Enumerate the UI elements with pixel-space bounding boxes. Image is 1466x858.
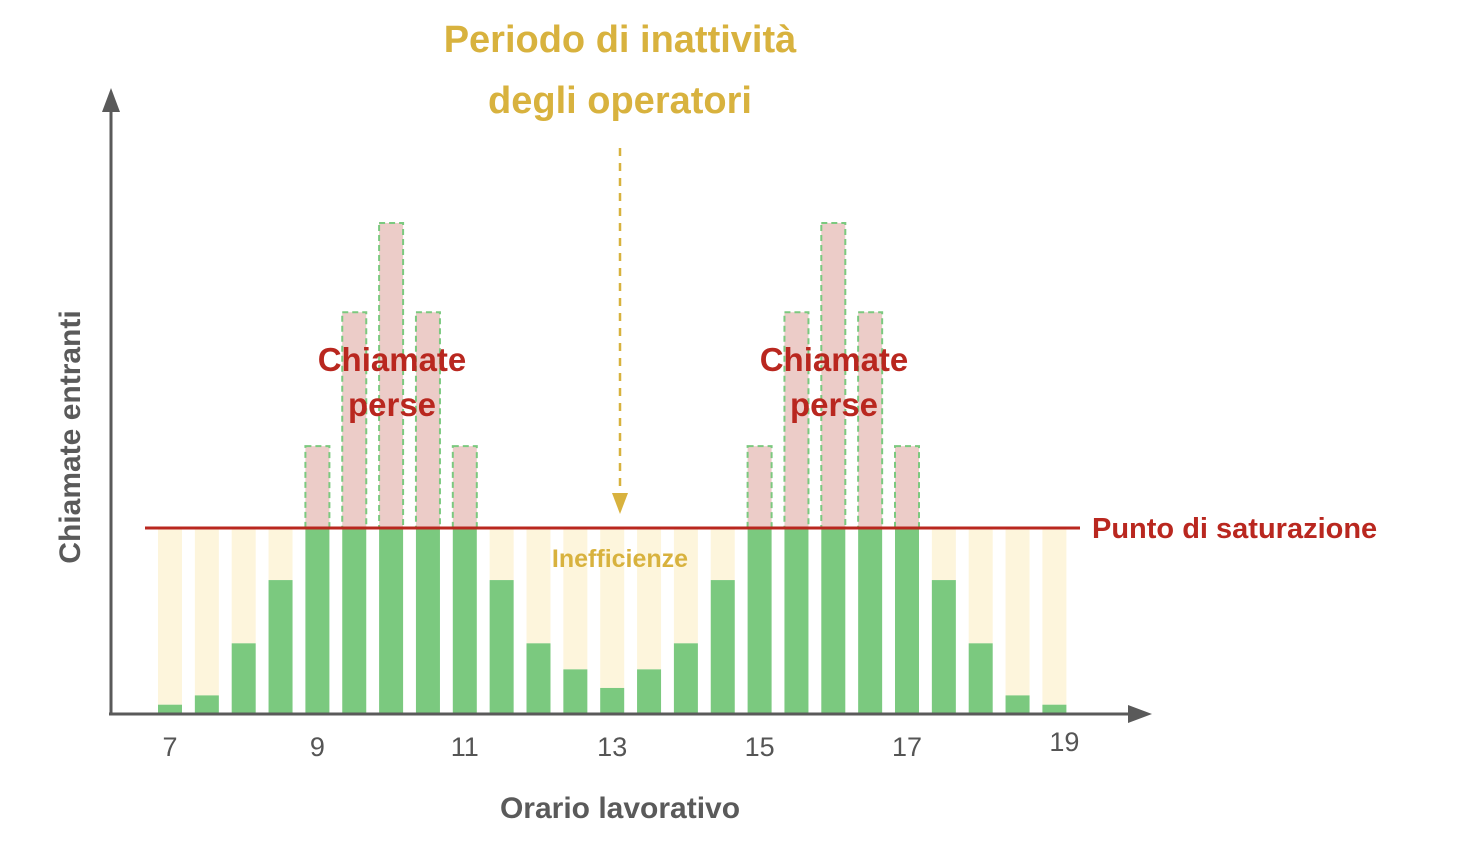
handled-calls-bar — [563, 669, 588, 714]
handled-calls-bar — [452, 528, 477, 714]
idle-capacity-bar — [526, 528, 551, 644]
x-tick-label: 9 — [310, 732, 325, 762]
lost-calls-label-morning-line-1: Chiamate — [318, 341, 467, 378]
y-axis-arrow — [102, 88, 120, 112]
lost-calls-bar — [857, 311, 884, 529]
title-line-1: Periodo di inattività — [444, 19, 797, 61]
x-tick-labels: 7 9 11 13 15 17 19 — [162, 727, 1079, 762]
handled-calls-bar — [415, 528, 440, 714]
x-tick-label: 13 — [597, 732, 627, 762]
idle-capacity-bar — [1005, 528, 1030, 696]
idle-capacity-bar — [710, 528, 735, 581]
lost-calls-label-morning-line-2: perse — [348, 386, 436, 423]
idle-capacity-bar — [158, 528, 182, 705]
handled-calls-bar — [342, 528, 367, 714]
lost-calls-bar — [783, 311, 810, 529]
handled-calls-bar — [784, 528, 809, 714]
handled-calls-bar — [747, 528, 772, 714]
handled-calls-bar — [968, 643, 993, 714]
x-tick-label: 11 — [451, 732, 479, 762]
lost-calls-label-afternoon-line-1: Chiamate — [760, 341, 909, 378]
handled-calls-bar — [895, 528, 919, 714]
handled-calls-bar — [637, 669, 662, 714]
inefficiency-label: Inefficienze — [552, 545, 688, 573]
handled-calls-bar — [1005, 695, 1030, 714]
x-tick-label: 17 — [892, 732, 922, 762]
idle-period-arrowhead — [612, 493, 628, 514]
lost-calls-bar — [820, 221, 847, 530]
saturation-label: Punto di saturazione — [1092, 513, 1377, 545]
handled-calls-bar — [158, 704, 182, 714]
handled-calls-bar — [489, 580, 514, 714]
lost-calls-bar — [894, 445, 920, 529]
handled-calls-bar — [821, 528, 846, 714]
handled-calls-bar — [673, 643, 698, 714]
idle-capacity-bar — [563, 528, 588, 670]
idle-capacity-bar — [931, 528, 956, 581]
x-tick-label: 19 — [1049, 727, 1079, 757]
lost-calls-bar — [746, 445, 773, 529]
idle-capacity-bar — [600, 528, 625, 688]
handled-calls-bar — [231, 643, 256, 714]
idle-capacity-bar — [637, 528, 662, 670]
handled-calls-bar — [858, 528, 883, 714]
handled-calls-bar — [305, 528, 330, 714]
lost-calls-label-afternoon-line-2: perse — [790, 386, 878, 423]
idle-capacity-bar — [968, 528, 993, 644]
x-axis-title: Orario lavorativo — [500, 792, 740, 825]
handled-calls-bar — [600, 687, 625, 714]
title-line-2: degli operatori — [488, 80, 752, 122]
handled-calls-bar — [1042, 704, 1067, 714]
handled-calls-bar — [931, 580, 956, 714]
idle-capacity-bar — [673, 528, 698, 644]
idle-capacity-bar — [231, 528, 256, 644]
idle-capacity-bar — [1042, 528, 1067, 705]
y-axis-title: Chiamate entranti — [54, 310, 87, 563]
handled-calls-bar — [379, 528, 404, 714]
handled-calls-bar — [194, 695, 219, 714]
idle-capacity-bar — [489, 528, 514, 581]
idle-capacity-bar — [268, 528, 293, 581]
lost-calls-bar — [451, 445, 478, 529]
lost-calls-bar — [304, 445, 331, 529]
idle-capacity-bar — [194, 528, 219, 696]
x-axis-arrow — [1128, 705, 1152, 723]
handled-calls-bar — [268, 580, 293, 714]
handled-calls-bar — [710, 580, 735, 714]
x-tick-label: 15 — [745, 732, 775, 762]
bars-layer — [158, 221, 1067, 714]
handled-calls-bar — [526, 643, 551, 714]
x-tick-label: 7 — [162, 732, 177, 762]
